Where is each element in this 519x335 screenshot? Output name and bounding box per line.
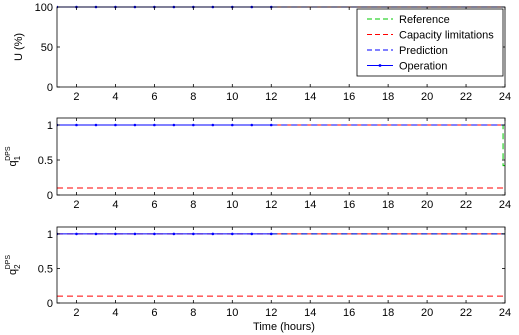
x-tick-label: 18 <box>382 199 394 211</box>
x-axis-label: Time (hours) <box>253 321 315 333</box>
data-point <box>114 232 117 236</box>
x-tick-label: 6 <box>151 307 157 319</box>
x-tick-label: 14 <box>304 307 316 319</box>
x-tick-label: 4 <box>112 307 118 319</box>
y-tick-label: 0.5 <box>38 263 53 275</box>
y-tick-label: 1 <box>47 120 53 132</box>
legend-marker <box>378 64 382 67</box>
x-tick-label: 24 <box>499 307 511 319</box>
x-tick-label: 8 <box>190 307 196 319</box>
x-tick-label: 8 <box>190 91 196 103</box>
x-tick-label: 24 <box>499 91 511 103</box>
data-point <box>231 232 234 236</box>
x-tick-label: 22 <box>460 199 472 211</box>
x-tick-label: 2 <box>73 91 79 103</box>
plot-frame <box>56 226 506 304</box>
x-tick-label: 10 <box>226 307 238 319</box>
x-tick-label: 20 <box>421 199 433 211</box>
x-tick-label: 18 <box>382 307 394 319</box>
x-tick-label: 16 <box>343 199 355 211</box>
data-point <box>250 123 254 127</box>
data-point <box>172 123 176 127</box>
y-tick-label: 50 <box>41 42 53 54</box>
y-tick-label: 0 <box>47 190 53 202</box>
x-tick-label: 10 <box>226 91 238 103</box>
legend-label: Operation <box>399 61 447 73</box>
data-point <box>75 232 78 236</box>
data-point <box>231 123 234 127</box>
data-point <box>133 232 137 236</box>
data-point <box>153 123 156 127</box>
y-axis-label: U (%) <box>13 33 25 61</box>
x-tick-label: 24 <box>499 199 511 211</box>
x-tick-label: 12 <box>265 307 277 319</box>
data-point <box>269 123 273 127</box>
x-tick-label: 2 <box>73 307 79 319</box>
series-group <box>57 123 505 189</box>
x-tick-label: 16 <box>343 307 355 319</box>
data-point <box>211 123 215 127</box>
plot-frame <box>56 117 506 196</box>
x-tick-label: 16 <box>343 91 355 103</box>
y-tick-label: 100 <box>35 2 53 14</box>
y-tick-label: 0.5 <box>38 155 53 167</box>
data-point <box>114 123 117 127</box>
x-tick-label: 18 <box>382 91 394 103</box>
series-group <box>57 232 505 297</box>
legend-label: Prediction <box>399 45 448 57</box>
x-tick-label: 22 <box>460 307 472 319</box>
x-tick-label: 6 <box>151 91 157 103</box>
legend-label: Capacity limitations <box>399 30 494 42</box>
x-tick-label: 6 <box>151 199 157 211</box>
data-point <box>192 123 195 127</box>
data-point <box>172 232 176 236</box>
data-point <box>75 123 78 127</box>
x-tick-label: 20 <box>421 307 433 319</box>
data-point <box>94 123 98 127</box>
legend-label: Reference <box>399 14 450 26</box>
x-tick-label: 12 <box>265 91 277 103</box>
y-tick-label: 0 <box>47 82 53 94</box>
data-point <box>192 232 195 236</box>
x-tick-label: 2 <box>73 199 79 211</box>
data-point <box>269 232 273 236</box>
x-tick-label: 4 <box>112 199 118 211</box>
legend-box <box>356 8 504 77</box>
x-tick-label: 22 <box>460 91 472 103</box>
data-point <box>211 232 215 236</box>
x-tick-label: 8 <box>190 199 196 211</box>
y-tick-label: 0 <box>47 298 53 310</box>
x-tick-label: 14 <box>304 199 316 211</box>
y-axis-label: q2DPS <box>5 255 22 275</box>
data-point <box>133 123 137 127</box>
series-line <box>271 124 505 167</box>
data-point <box>153 232 156 236</box>
y-tick-label: 1 <box>47 229 53 241</box>
x-tick-label: 4 <box>112 91 118 103</box>
data-point <box>250 232 254 236</box>
x-tick-label: 10 <box>226 199 238 211</box>
data-point <box>94 232 98 236</box>
x-tick-label: 14 <box>304 91 316 103</box>
x-tick-label: 12 <box>265 199 277 211</box>
legend: Reference Capacity limitations Prediction O… <box>356 8 504 77</box>
y-axis-label: q1DPS <box>5 146 22 166</box>
x-tick-label: 20 <box>421 91 433 103</box>
